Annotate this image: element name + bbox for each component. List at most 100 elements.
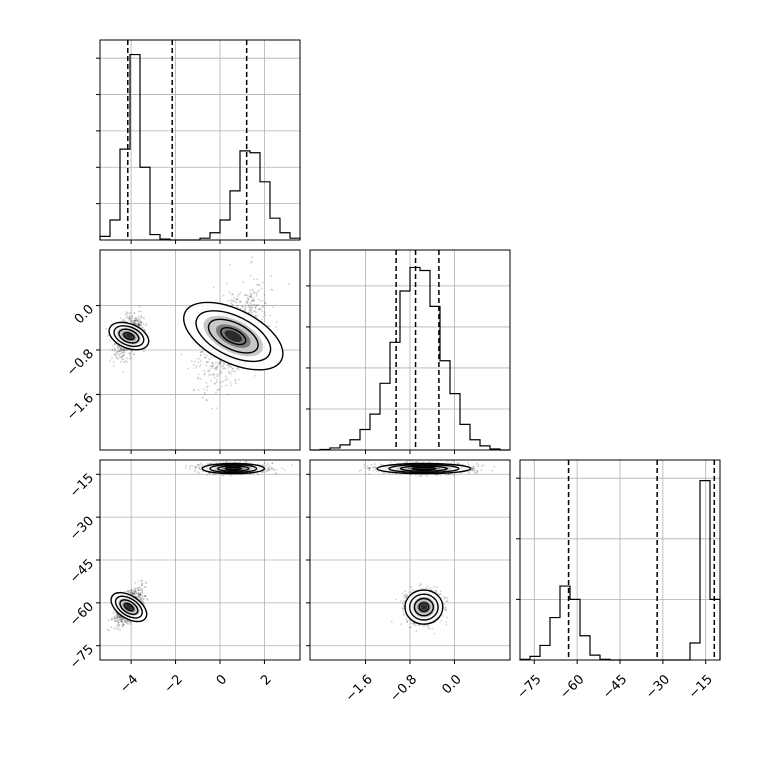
sample-point	[122, 351, 124, 354]
sample-point	[139, 593, 142, 595]
sample-point	[214, 473, 217, 476]
sample-point	[122, 351, 124, 353]
sample-point	[128, 317, 131, 320]
sample-point	[234, 300, 237, 303]
sample-point	[111, 345, 114, 348]
sample-point	[208, 472, 211, 475]
sample-point	[131, 591, 133, 594]
sample-point	[467, 461, 469, 464]
sample-point	[440, 596, 443, 599]
sample-point	[445, 616, 448, 619]
sample-point	[125, 317, 128, 319]
sample-point	[139, 586, 141, 589]
sample-point	[391, 473, 393, 475]
sample-point	[410, 626, 412, 629]
density-contour	[182, 301, 284, 371]
sample-point	[273, 469, 275, 472]
sample-point	[126, 349, 128, 351]
sample-point	[215, 368, 218, 370]
sample-point	[254, 291, 256, 294]
sample-point	[190, 360, 193, 362]
sample-point	[246, 300, 249, 303]
sample-point	[134, 588, 137, 591]
sample-point	[112, 360, 115, 363]
sample-point	[471, 469, 474, 472]
sample-point	[201, 464, 204, 466]
sample-point	[199, 365, 201, 367]
sample-point	[119, 347, 122, 349]
sample-point	[114, 617, 117, 620]
sample-point	[138, 305, 141, 308]
sample-point	[226, 363, 229, 366]
sample-point	[127, 352, 130, 355]
sample-point	[247, 298, 249, 300]
sample-point	[133, 587, 136, 590]
density-fill	[224, 330, 242, 342]
sample-point	[405, 617, 407, 620]
sample-point	[199, 378, 202, 380]
sample-point	[202, 388, 205, 391]
density-contour	[195, 310, 272, 363]
density-cluster	[201, 462, 266, 475]
sample-point	[114, 352, 117, 355]
sample-point	[203, 372, 206, 375]
sample-point	[225, 364, 228, 367]
sample-point	[133, 322, 136, 325]
sample-point	[124, 349, 127, 352]
sample-point	[250, 294, 253, 297]
sample-point	[236, 367, 238, 370]
sample-point	[244, 308, 247, 310]
density-cluster	[108, 321, 150, 351]
sample-point	[268, 467, 270, 469]
sample-point	[126, 621, 128, 624]
sample-point	[135, 592, 138, 595]
sample-point	[215, 381, 218, 384]
sample-point	[118, 624, 120, 627]
sample-point	[119, 620, 122, 622]
sample-point	[141, 590, 144, 593]
sample-point	[250, 261, 253, 264]
sample-point	[211, 365, 214, 368]
sample-point	[445, 606, 447, 609]
sample-point	[143, 317, 146, 320]
sample-point	[197, 373, 200, 376]
sample-point	[254, 309, 256, 312]
sample-point	[236, 297, 239, 300]
sample-point	[394, 473, 397, 475]
sample-point	[268, 465, 271, 468]
sample-point	[264, 301, 266, 304]
sample-point	[126, 361, 129, 363]
sample-point	[119, 350, 122, 352]
sample-point	[126, 620, 128, 623]
sample-point	[258, 308, 261, 311]
sample-point	[116, 357, 118, 360]
density-fill	[125, 333, 133, 339]
sample-point	[382, 472, 385, 475]
sample-point	[225, 377, 228, 379]
sample-point	[113, 627, 115, 629]
sample-point	[194, 367, 197, 369]
sample-point	[213, 382, 216, 385]
sample-point	[264, 302, 267, 305]
sample-point	[372, 469, 375, 472]
sample-point	[139, 593, 142, 596]
sample-point	[281, 467, 283, 470]
sample-point	[138, 598, 141, 601]
sample-point	[246, 302, 249, 304]
sample-point	[374, 463, 376, 465]
sample-point	[138, 325, 141, 327]
sample-point	[257, 304, 259, 306]
sample-point	[121, 623, 124, 626]
sample-point	[251, 311, 254, 313]
sample-point	[197, 388, 200, 391]
sample-point	[249, 302, 252, 305]
sample-point	[141, 594, 144, 597]
sample-point	[140, 324, 142, 327]
sample-point	[248, 306, 250, 309]
sample-point	[125, 312, 128, 315]
sample-point	[138, 593, 140, 596]
sample-point	[109, 360, 111, 362]
sample-point	[211, 362, 214, 364]
sample-point	[118, 623, 121, 626]
sample-point	[121, 620, 123, 623]
